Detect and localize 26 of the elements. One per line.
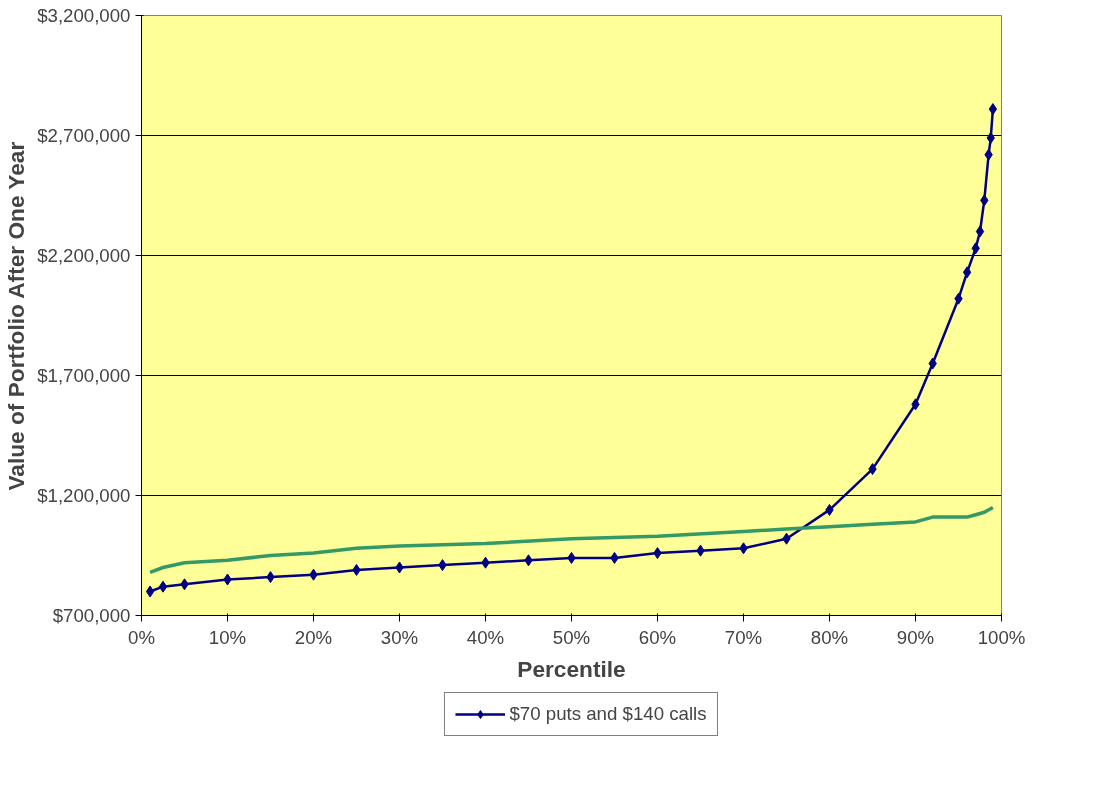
- x-tick-label: 90%: [896, 626, 935, 648]
- point: [975, 225, 985, 238]
- x-tick-label: 40%: [466, 626, 505, 648]
- y-tick-label: $1,200,000: [37, 485, 131, 506]
- y-axis-title: Value of Portfolio After One Year: [3, 141, 30, 491]
- y-tick-label: $1,700,000: [37, 365, 131, 386]
- x-tick-label: 70%: [724, 626, 763, 648]
- point: [988, 103, 998, 116]
- x-tick-label: 50%: [552, 626, 591, 648]
- line-series: [148, 505, 995, 575]
- point: [962, 266, 972, 279]
- x-tick-label: 80%: [810, 626, 849, 648]
- point: [158, 580, 168, 593]
- y-tick-label: $2,700,000: [37, 125, 131, 146]
- y-tick-label: $3,200,000: [37, 5, 131, 26]
- x-tick-label: 100%: [977, 626, 1026, 648]
- legend-label: $70 puts and $140 calls: [509, 703, 707, 725]
- y-tick-label: $2,200,000: [37, 245, 131, 266]
- x-tick-label: 60%: [638, 626, 677, 648]
- x-axis-title: Percentile: [517, 655, 626, 682]
- x-tick-label: 0%: [128, 626, 155, 648]
- point: [145, 585, 155, 598]
- x-tick-label: 20%: [294, 626, 333, 648]
- x-tick-label: 10%: [208, 626, 247, 648]
- x-tick-label: 30%: [380, 626, 419, 648]
- y-tick-label: $700,000: [52, 605, 131, 626]
